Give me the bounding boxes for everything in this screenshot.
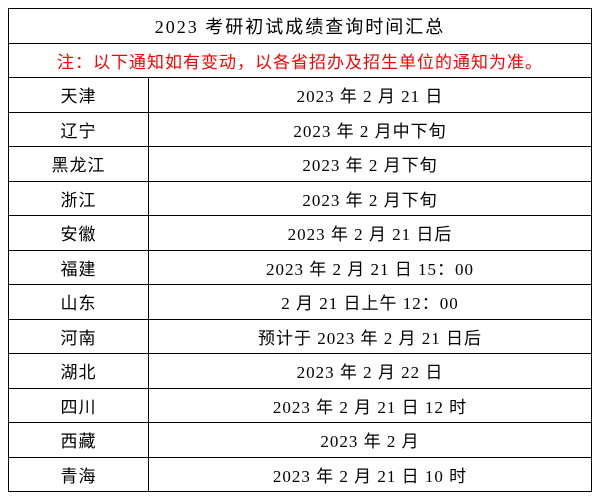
province-cell: 浙江 [9, 181, 149, 216]
time-cell: 2023 年 2 月中下旬 [148, 112, 591, 147]
table-row: 福建 2023 年 2 月 21 日 15：00 [9, 250, 592, 285]
time-cell: 2023 年 2 月 21 日 10 时 [148, 457, 591, 492]
time-cell: 2023 年 2 月 22 日 [148, 354, 591, 389]
province-cell: 河南 [9, 319, 149, 354]
province-cell: 黑龙江 [9, 147, 149, 182]
table-row: 天津 2023 年 2 月 21 日 [9, 78, 592, 113]
table-row: 浙江 2023 年 2 月下旬 [9, 181, 592, 216]
table-row: 四川 2023 年 2 月 21 日 12 时 [9, 388, 592, 423]
time-cell: 预计于 2023 年 2 月 21 日后 [148, 319, 591, 354]
province-cell: 福建 [9, 250, 149, 285]
province-cell: 湖北 [9, 354, 149, 389]
province-cell: 山东 [9, 285, 149, 320]
title-row: 2023 考研初试成绩查询时间汇总 [9, 9, 592, 44]
table-row: 辽宁 2023 年 2 月中下旬 [9, 112, 592, 147]
province-cell: 青海 [9, 457, 149, 492]
table-row: 河南 预计于 2023 年 2 月 21 日后 [9, 319, 592, 354]
time-cell: 2023 年 2 月 21 日 12 时 [148, 388, 591, 423]
table-row: 黑龙江 2023 年 2 月下旬 [9, 147, 592, 182]
province-cell: 四川 [9, 388, 149, 423]
province-cell: 天津 [9, 78, 149, 113]
time-cell: 2 月 21 日上午 12：00 [148, 285, 591, 320]
table-title: 2023 考研初试成绩查询时间汇总 [9, 9, 592, 44]
table-row: 安徽 2023 年 2 月 21 日后 [9, 216, 592, 251]
time-cell: 2023 年 2 月下旬 [148, 181, 591, 216]
province-cell: 西藏 [9, 423, 149, 458]
time-cell: 2023 年 2 月 21 日 [148, 78, 591, 113]
schedule-table: 2023 考研初试成绩查询时间汇总 注：以下通知如有变动，以各省招办及招生单位的… [8, 8, 592, 492]
time-cell: 2023 年 2 月 21 日后 [148, 216, 591, 251]
time-cell: 2023 年 2 月下旬 [148, 147, 591, 182]
table-row: 湖北 2023 年 2 月 22 日 [9, 354, 592, 389]
province-cell: 辽宁 [9, 112, 149, 147]
table-note: 注：以下通知如有变动，以各省招办及招生单位的通知为准。 [9, 43, 592, 78]
note-row: 注：以下通知如有变动，以各省招办及招生单位的通知为准。 [9, 43, 592, 78]
time-cell: 2023 年 2 月 21 日 15：00 [148, 250, 591, 285]
province-cell: 安徽 [9, 216, 149, 251]
time-cell: 2023 年 2 月 [148, 423, 591, 458]
table-row: 西藏 2023 年 2 月 [9, 423, 592, 458]
table-row: 青海 2023 年 2 月 21 日 10 时 [9, 457, 592, 492]
table-row: 山东 2 月 21 日上午 12：00 [9, 285, 592, 320]
